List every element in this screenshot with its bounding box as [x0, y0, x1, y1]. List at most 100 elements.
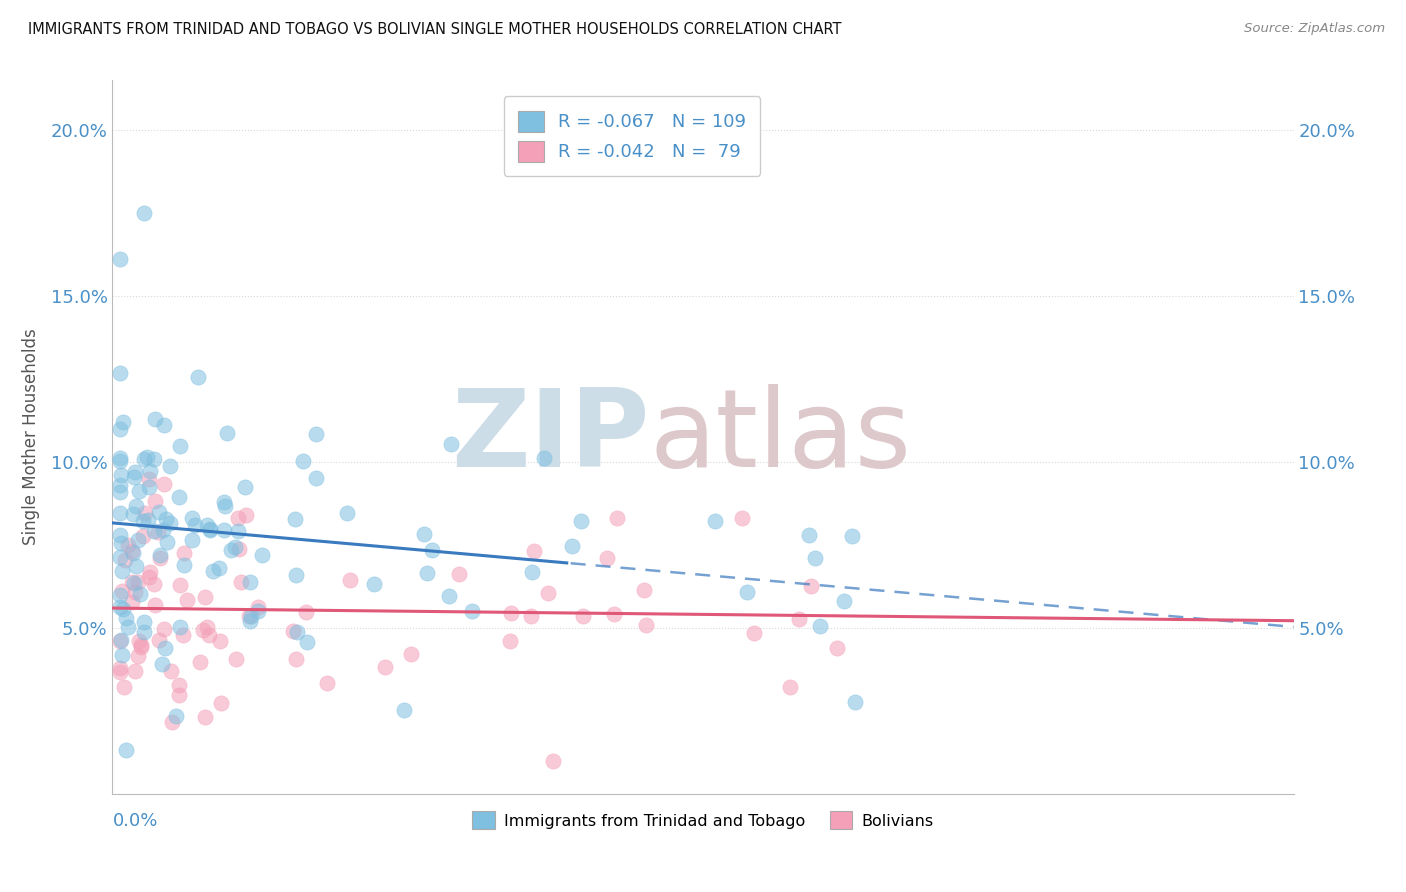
Point	[114, 553, 136, 567]
Point	[132, 206, 155, 220]
Point	[181, 511, 204, 525]
Point	[603, 607, 626, 622]
Point	[392, 703, 415, 717]
Point	[221, 543, 243, 558]
Point	[212, 494, 235, 508]
Point	[111, 602, 134, 616]
Point	[374, 660, 396, 674]
Point	[841, 529, 863, 543]
Point	[214, 499, 236, 513]
Point	[197, 628, 219, 642]
Point	[731, 511, 754, 525]
Point	[110, 484, 132, 499]
Point	[110, 451, 132, 466]
Point	[138, 565, 160, 579]
Point	[138, 472, 160, 486]
Point	[561, 539, 583, 553]
Point	[142, 451, 165, 466]
Point	[110, 633, 132, 648]
Point	[112, 415, 135, 429]
Point	[401, 648, 423, 662]
Point	[110, 588, 132, 602]
Point	[121, 595, 143, 609]
Text: atlas: atlas	[650, 384, 912, 490]
Text: IMMIGRANTS FROM TRINIDAD AND TOBAGO VS BOLIVIAN SINGLE MOTHER HOUSEHOLDS CORRELA: IMMIGRANTS FROM TRINIDAD AND TOBAGO VS B…	[28, 22, 842, 37]
Point	[117, 539, 139, 553]
Point	[169, 620, 191, 634]
Point	[153, 418, 176, 433]
Point	[155, 512, 177, 526]
Point	[134, 452, 156, 467]
Legend: Immigrants from Trinidad and Tobago, Bolivians: Immigrants from Trinidad and Tobago, Bol…	[465, 805, 941, 836]
Point	[523, 543, 546, 558]
Point	[124, 575, 146, 590]
Point	[110, 507, 132, 521]
Point	[501, 606, 523, 620]
Point	[305, 426, 328, 441]
Point	[197, 620, 219, 634]
Point	[200, 523, 222, 537]
Point	[284, 512, 307, 526]
Point	[787, 612, 810, 626]
Point	[110, 422, 132, 436]
Point	[155, 641, 177, 656]
Point	[110, 549, 132, 564]
Point	[129, 587, 152, 601]
Point	[110, 648, 132, 662]
Point	[156, 534, 179, 549]
Point	[239, 608, 262, 623]
Point	[292, 453, 315, 467]
Point	[159, 516, 181, 531]
Point	[461, 604, 484, 618]
Point	[143, 493, 166, 508]
Point	[127, 533, 149, 547]
Point	[110, 661, 132, 675]
Point	[121, 574, 143, 589]
Point	[117, 619, 139, 633]
Point	[111, 565, 134, 579]
Point	[187, 370, 209, 384]
Point	[499, 634, 522, 648]
Point	[110, 478, 132, 492]
Point	[129, 638, 152, 652]
Point	[148, 551, 170, 566]
Point	[533, 451, 555, 466]
Point	[134, 506, 156, 520]
Point	[110, 252, 132, 266]
Point	[209, 697, 232, 711]
Point	[336, 506, 359, 520]
Point	[167, 490, 190, 504]
Point	[195, 517, 218, 532]
Point	[115, 743, 138, 757]
Point	[136, 513, 159, 527]
Point	[150, 657, 173, 671]
Point	[148, 632, 170, 647]
Point	[596, 550, 619, 565]
Point	[246, 604, 269, 618]
Point	[194, 591, 217, 605]
Point	[305, 471, 328, 485]
Point	[124, 465, 146, 479]
Point	[183, 518, 205, 533]
Point	[742, 625, 765, 640]
Point	[804, 551, 827, 566]
Point	[128, 483, 150, 498]
Point	[124, 665, 146, 679]
Point	[537, 586, 560, 600]
Point	[143, 524, 166, 539]
Point	[148, 506, 170, 520]
Point	[226, 511, 249, 525]
Point	[128, 634, 150, 648]
Point	[704, 514, 727, 528]
Point	[633, 583, 655, 598]
Point	[181, 533, 204, 548]
Point	[238, 608, 260, 623]
Point	[173, 558, 195, 573]
Point	[115, 611, 138, 625]
Point	[212, 523, 235, 537]
Point	[110, 599, 132, 614]
Point	[135, 450, 157, 464]
Point	[439, 437, 461, 451]
Point	[138, 480, 160, 494]
Point	[208, 561, 231, 575]
